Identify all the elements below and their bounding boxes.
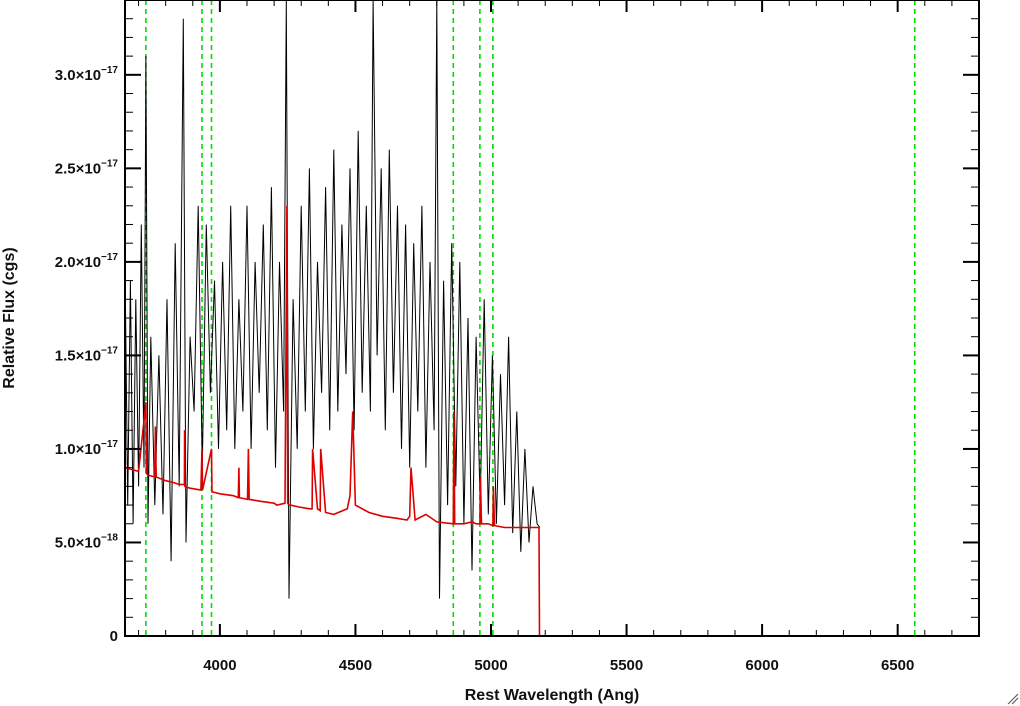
y-tick-label: 1.5×10−17 [55,345,119,364]
resize-grip-icon[interactable] [1007,693,1019,705]
series-layer [125,0,979,636]
y-tick-label: 2.5×10−17 [55,158,119,177]
x-axis-title: Rest Wavelength (Ang) [465,687,640,704]
observed-spectrum-line [125,0,541,599]
y-tick-label: 3.0×10−17 [55,65,119,84]
y-tick-label: 0 [110,628,118,645]
y-tick-label: 2.0×10−17 [55,252,119,271]
x-tick-label: 5500 [610,657,643,674]
x-tick-label: 4500 [339,657,372,674]
x-tick-label: 6000 [745,657,778,674]
x-tick-label: 5000 [474,657,507,674]
plot-frame [124,0,980,637]
x-tick-label: 4000 [203,657,236,674]
model-spectrum-line [125,205,979,636]
y-tick-label: 1.0×10−17 [55,439,119,458]
axis-ticks [125,0,980,637]
y-tick-labels: 0 5.0×10−18 1.0×10−17 1.5×10−17 2.0×10−17 2.5… [55,65,119,645]
x-tick-label: 6500 [881,657,914,674]
y-tick-label: 5.0×10−18 [55,532,119,551]
x-tick-labels: 4000 4500 5000 5500 6000 6500 [203,657,914,674]
y-axis-title: Relative Flux (cgs) [1,247,18,388]
